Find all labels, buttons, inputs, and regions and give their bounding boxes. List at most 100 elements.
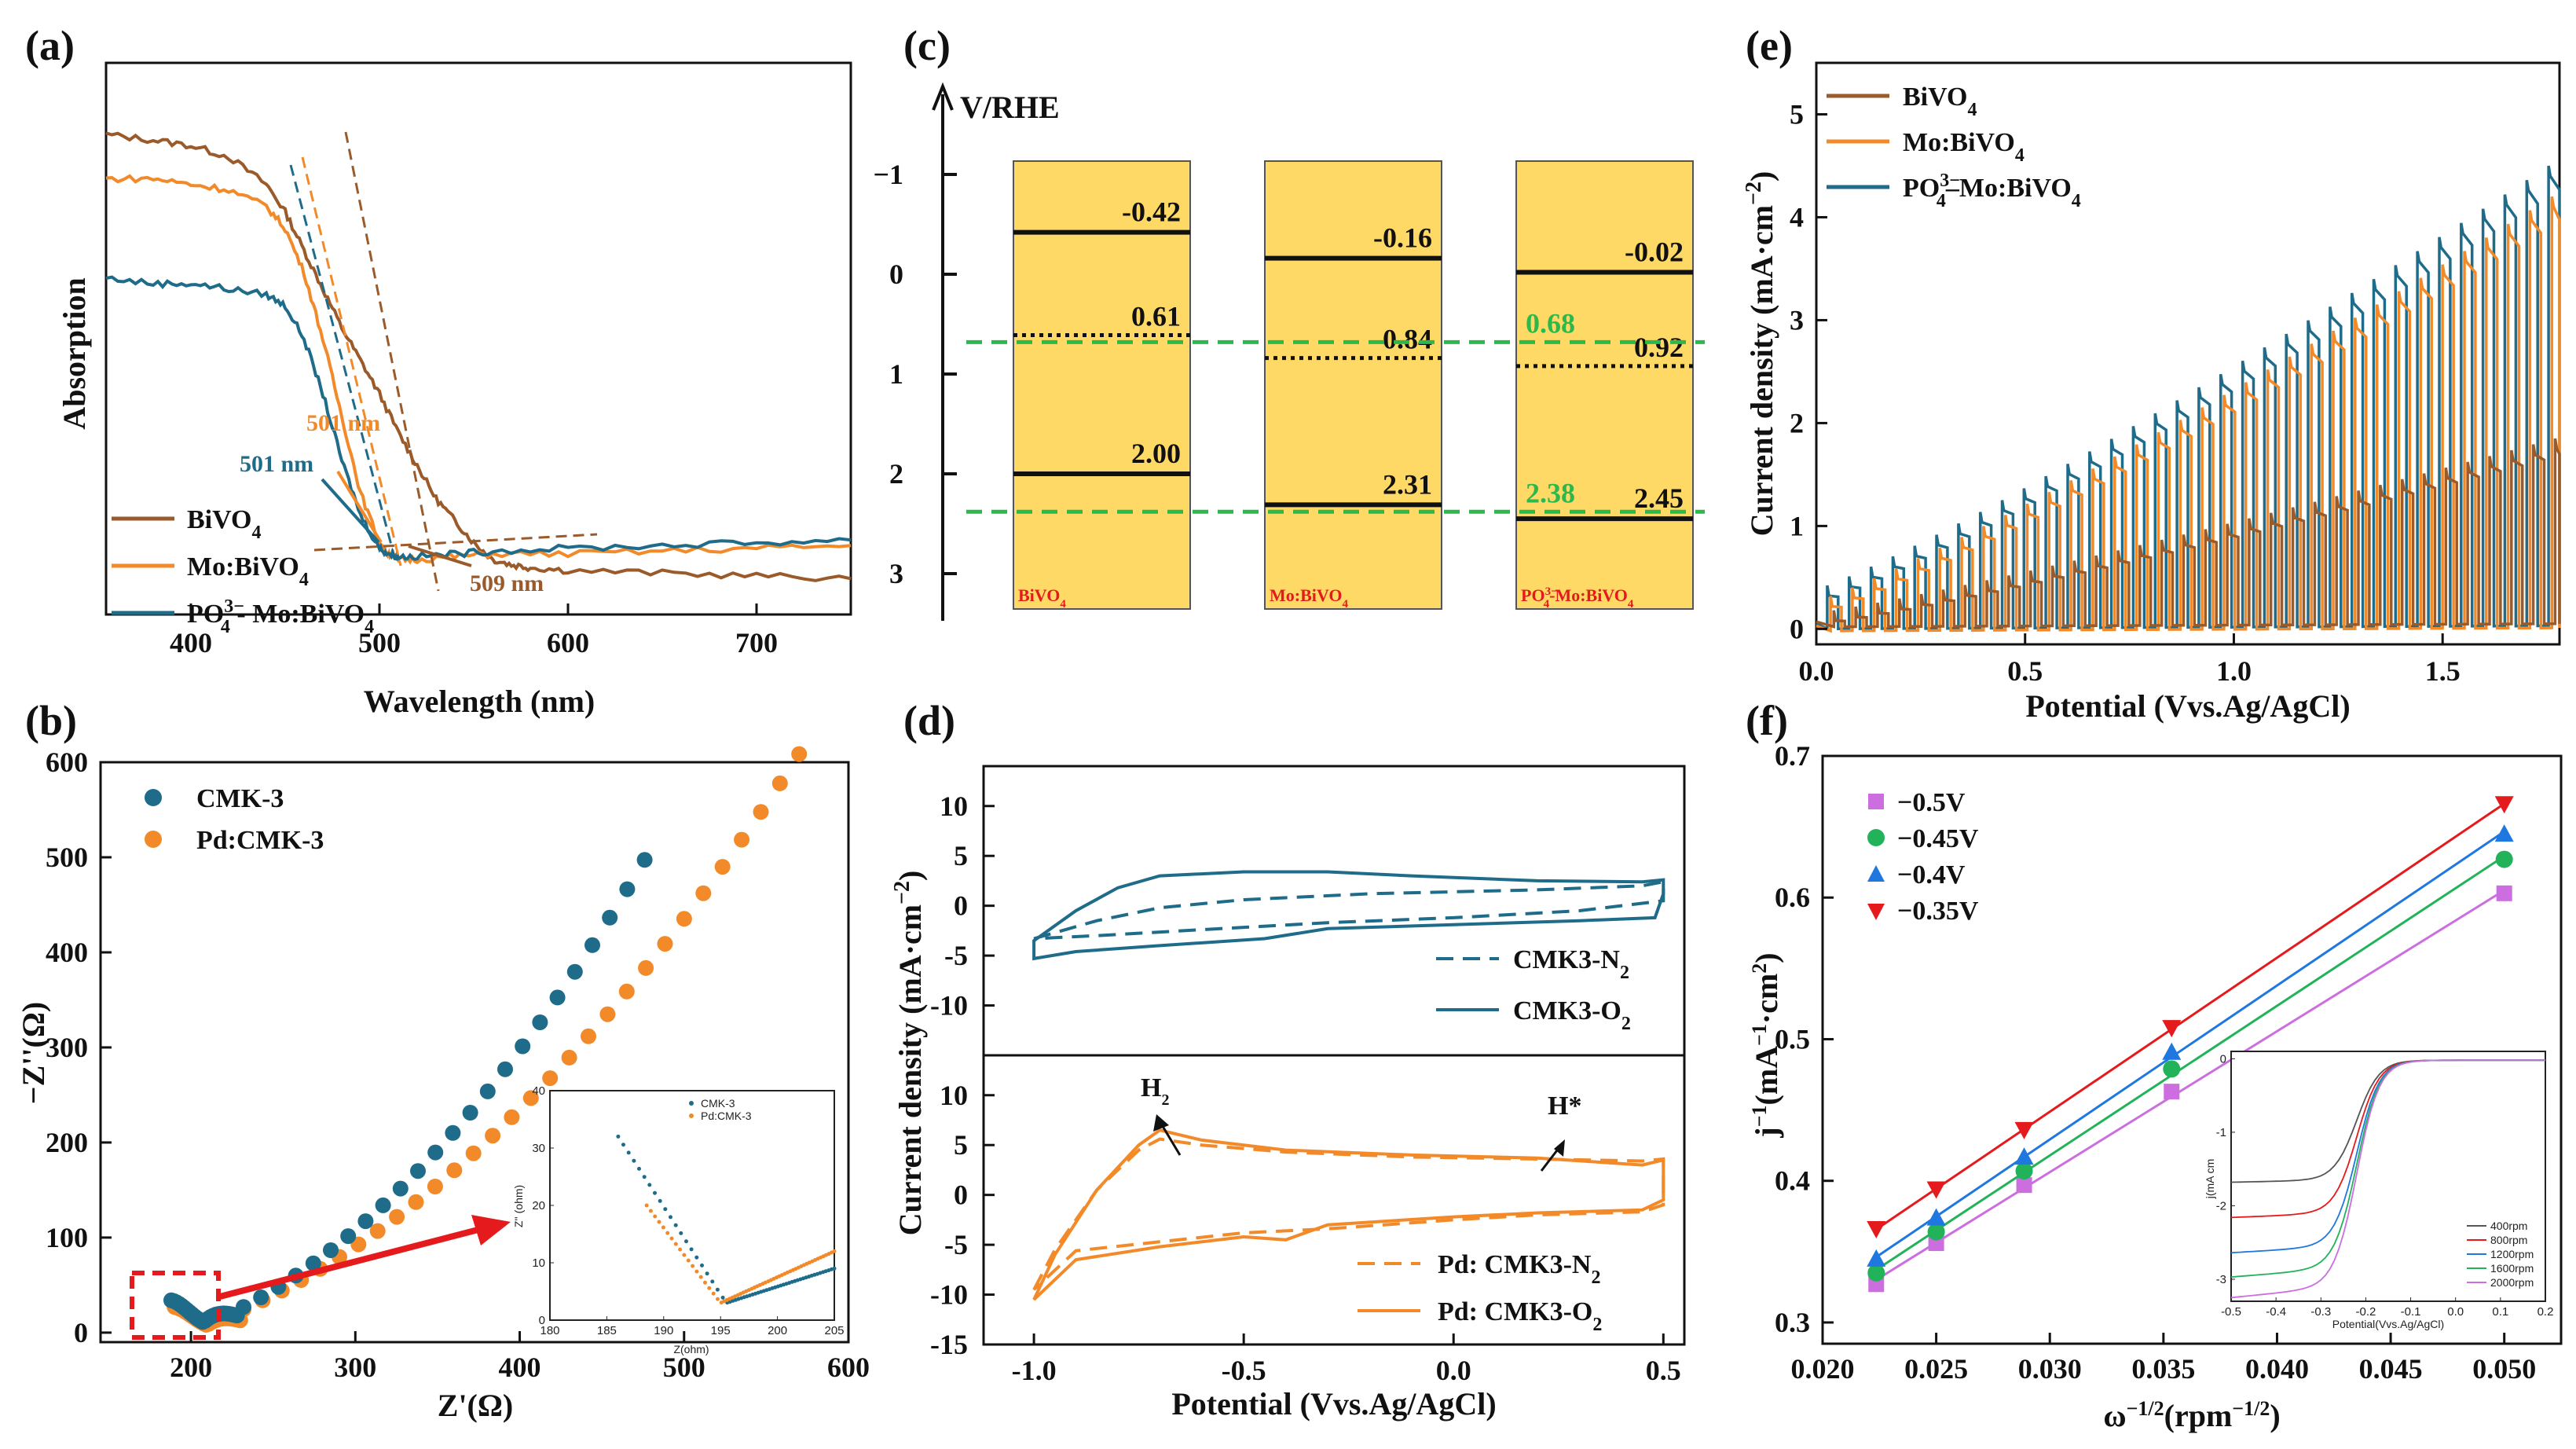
inset-f-xlabel: Potential(Vvs.Ag/AgCl): [2332, 1318, 2444, 1330]
panel-label-b: (b): [25, 697, 77, 744]
data-point-pd-cmk3: [714, 859, 731, 875]
vb-label: 2.31: [1383, 468, 1432, 500]
panel-d-annotations: H2 H*: [1141, 1073, 1581, 1172]
data-point-cmk3: [584, 937, 600, 953]
x-tick-label: 500: [358, 627, 401, 658]
inset-point-pd-cmk3: [711, 1291, 716, 1296]
inset-x-tick-label: 0.1: [2492, 1305, 2508, 1319]
data-point-pd-cmk3: [753, 804, 769, 820]
panel-c-ylabel: V/RHE: [960, 90, 1060, 125]
panel-label-e: (e): [1746, 22, 1793, 69]
annotation-hstar-arrow: [1540, 1146, 1561, 1172]
fit-line-4: [1875, 801, 2508, 1231]
data-point-pd-cmk3: [561, 1049, 577, 1066]
inset-point-cmk3: [715, 1287, 720, 1292]
material-label: PO3− 4-Mo:BiVO4: [1521, 585, 1634, 611]
series-line-bivo4: [1816, 438, 2561, 629]
x-tick-label: 300: [334, 1352, 376, 1383]
inset-legend-5: 2000rpm: [2490, 1276, 2534, 1289]
panel-c: V/RHE −1 0 1 2 3 -0.42 0.61 2.00 BiVO4 -0.16 0.84…: [873, 82, 1705, 621]
panel-d: -1.0 -0.5 0.0 0.5 10 5 0 -5 -10 10 5 0 -5 -10 -15 Pote…: [890, 765, 1686, 1421]
inset-point-pd-cmk3: [703, 1280, 707, 1285]
data-point-2: [1927, 1223, 1945, 1241]
data-point-2: [2015, 1162, 2033, 1180]
inset-x-tick-label: 180: [540, 1324, 559, 1337]
inset-b-legend-marker-1: [689, 1101, 694, 1106]
inset-x-tick-label: 200: [768, 1324, 787, 1337]
inset-legend-4: 1600rpm: [2490, 1262, 2534, 1275]
panel-d-legend-bottom: Pd: CMK3-N2 Pd: CMK3-O2: [1358, 1250, 1602, 1335]
series-line-1: [105, 131, 852, 582]
y-tick-label: 0.5: [1775, 1023, 1810, 1055]
panel-f-inset: -0.5 -0.4 -0.3 -0.2 -0.1 0.0 0.1 0.2 0 -1 -2 -3 400r…: [2204, 1051, 2553, 1330]
reference-label-1: 0.68: [1526, 307, 1575, 339]
inset-y-tick-label: 30: [532, 1142, 545, 1155]
y-tick-label: 4: [1790, 201, 1804, 233]
x-tick-label: 0.030: [2018, 1353, 2082, 1385]
y-tick-label-bottom: -10: [930, 1279, 968, 1311]
panel-d-legend-top: CMK3-N2 CMK3-O2: [1436, 945, 1631, 1034]
inset-point-cmk3: [710, 1279, 715, 1284]
inset-point-pd-cmk3: [669, 1236, 674, 1241]
panel-d-bottom-frame: [982, 1054, 1686, 1346]
data-point-cmk3: [253, 1289, 269, 1305]
panel-f-ylabel: j−1(mA−1·cm2): [1748, 952, 1785, 1138]
inset-x-tick-label: -0.4: [2266, 1305, 2286, 1319]
x-tick-label: 400: [170, 627, 212, 658]
band-block-1: [1013, 160, 1191, 610]
inset-x-tick-label: 0.2: [2538, 1305, 2554, 1319]
legend-b-pdcmk3: Pd:CMK-3: [196, 826, 324, 855]
material-label: Mo:BiVO4: [1270, 585, 1348, 611]
data-point-1: [2016, 1177, 2032, 1194]
data-point-cmk3: [462, 1105, 478, 1121]
x-tick-label: -1.0: [1012, 1355, 1057, 1386]
data-point-pd-cmk3: [465, 1145, 482, 1161]
data-point-cmk3: [445, 1124, 461, 1141]
panel-a-xlabel: Wavelength (nm): [364, 684, 595, 719]
data-point-cmk3: [636, 852, 653, 868]
data-point-cmk3: [479, 1083, 496, 1099]
annotation-hstar: H*: [1548, 1091, 1581, 1121]
inset-point-cmk3: [632, 1158, 636, 1163]
inset-f-ylabel: j(mA cm: [2204, 1159, 2216, 1200]
y-tick-label-top: 5: [954, 840, 968, 871]
fit-line-3: [1875, 829, 2508, 1259]
band-block-3: [1515, 160, 1694, 610]
data-point-cmk3: [375, 1197, 391, 1213]
data-point-pd-cmk3: [695, 885, 712, 901]
data-point-cmk3: [357, 1213, 374, 1230]
y-tick-label: 300: [46, 1032, 88, 1063]
inset-x-tick-label: 185: [597, 1324, 617, 1337]
panel-a-legend: BiVO4 Mo:BiVO4 PO3− 4 - Mo:BiVO4: [112, 505, 374, 637]
inset-point-pd-cmk3: [698, 1275, 703, 1279]
inset-point-pd-cmk3: [673, 1242, 678, 1246]
data-point-pd-cmk3: [599, 1006, 616, 1022]
inset-legend-2: 800rpm: [2490, 1234, 2527, 1246]
arrow-501-blue: [321, 478, 380, 544]
inset-b-legend-1: CMK-3: [701, 1097, 735, 1110]
inset-x-tick-label: -0.1: [2401, 1305, 2421, 1319]
panel-c-axis-arrow: [932, 82, 954, 111]
panel-label-f: (f): [1746, 697, 1788, 744]
data-point-pd-cmk3: [389, 1209, 405, 1225]
panel-b-inset: 180 185 190 195 200 205 0 10 20 30 40 Z(ohm) Z'' (…: [512, 1084, 845, 1355]
data-point-2: [2163, 1060, 2181, 1078]
legend-f-2: −0.45V: [1897, 824, 1979, 853]
data-point-3: [1867, 1249, 1886, 1267]
cb-label: -0.02: [1625, 236, 1684, 267]
x-tick-label: 500: [663, 1352, 705, 1383]
y-tick-label: 200: [46, 1127, 88, 1158]
data-point-pd-cmk3: [446, 1162, 463, 1179]
inset-point-cmk3: [626, 1150, 631, 1155]
data-point-4: [1926, 1181, 1946, 1199]
data-point-1: [2496, 885, 2512, 901]
x-tick-label: 0.035: [2131, 1353, 2195, 1385]
legend-label-bivo4: BiVO4: [187, 505, 261, 543]
y-tick-label: 1: [1790, 510, 1804, 541]
vb-label: 2.45: [1634, 482, 1684, 514]
data-point-pd-cmk3: [771, 775, 788, 791]
inset-point-pd-cmk3: [716, 1297, 720, 1301]
fit-line-1: [1875, 887, 2508, 1281]
legend-f-4: −0.35V: [1897, 897, 1979, 926]
inset-point-pd-cmk3: [648, 1209, 653, 1213]
